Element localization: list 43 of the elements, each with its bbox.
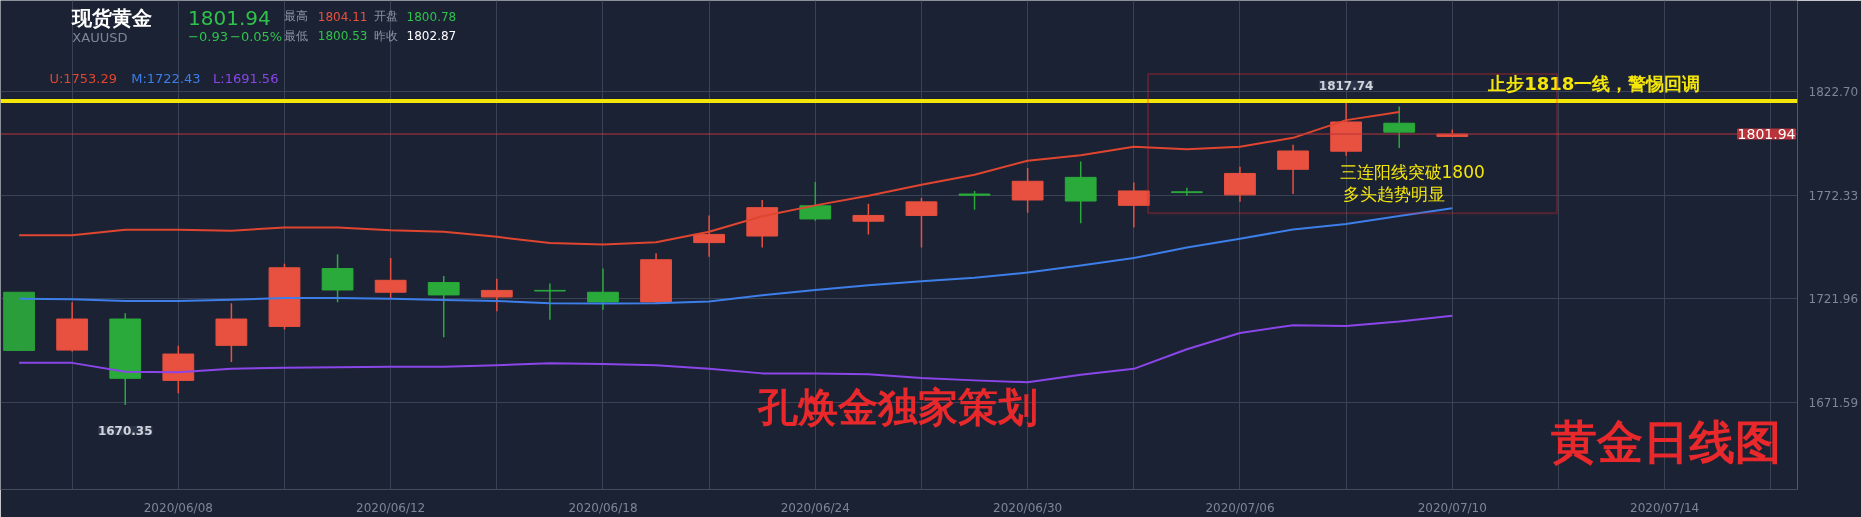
- x-tick-label: 2020/06/24: [780, 500, 850, 515]
- ref-line-label: 1801.94: [1737, 126, 1796, 143]
- annotation: 1804.11: [317, 9, 368, 24]
- candlestick: [1170, 187, 1203, 197]
- chart-title: 现货黄金: [71, 6, 153, 31]
- annotation: 1802.87: [406, 29, 457, 44]
- annotation: 黄金日线图: [1551, 415, 1782, 470]
- annotation: 多头趋势明显: [1342, 183, 1445, 204]
- text: L:1691.56: [213, 71, 279, 87]
- text: XAUUSD: [72, 30, 128, 46]
- annotation: 1801.94: [188, 6, 271, 31]
- text: U:1753.29: [49, 71, 118, 87]
- annotation: 最低: [283, 28, 308, 43]
- annotation: 三连阳线突破1800: [1339, 161, 1485, 182]
- annotation: 孔焕金独家策划: [756, 384, 1038, 431]
- y-tick-label: 1822.70: [1808, 84, 1859, 99]
- ref-line-label: 止步1818一线，警惕回调: [1487, 72, 1701, 94]
- annotation: 昨收: [373, 28, 398, 43]
- annotation: 1670.35: [97, 423, 153, 438]
- x-tick-label: 2020/06/08: [143, 500, 213, 515]
- annotation: 1817.74: [1318, 78, 1374, 93]
- y-tick-label: 1721.96: [1808, 292, 1859, 307]
- y-tick-label: 1671.59: [1808, 395, 1859, 410]
- line-series: [18, 207, 1454, 305]
- candlestick: [534, 282, 566, 321]
- candlestick: [852, 202, 885, 236]
- annotation: −0.05%: [229, 29, 283, 45]
- annotation: 最高: [283, 9, 308, 24]
- annotation: 1800.78: [406, 9, 457, 24]
- x-tick-label: 2020/06/12: [356, 500, 426, 515]
- annotation: −0.93: [188, 29, 228, 45]
- x-tick-label: 2020/06/18: [568, 500, 638, 515]
- candlestick: [958, 190, 991, 211]
- x-tick-label: 2020/07/06: [1205, 500, 1275, 515]
- annotation: 开盘: [373, 9, 398, 24]
- y-tick-label: 1772.33: [1808, 188, 1859, 203]
- candlestick: [480, 277, 513, 312]
- annotation: 1800.53: [317, 29, 368, 44]
- x-tick-label: 2020/06/30: [993, 500, 1063, 515]
- line-series: [18, 314, 1454, 384]
- x-tick-label: 2020/07/14: [1630, 500, 1700, 515]
- x-tick-label: 2020/07/10: [1417, 500, 1487, 515]
- text: M:1722.43: [131, 71, 201, 87]
